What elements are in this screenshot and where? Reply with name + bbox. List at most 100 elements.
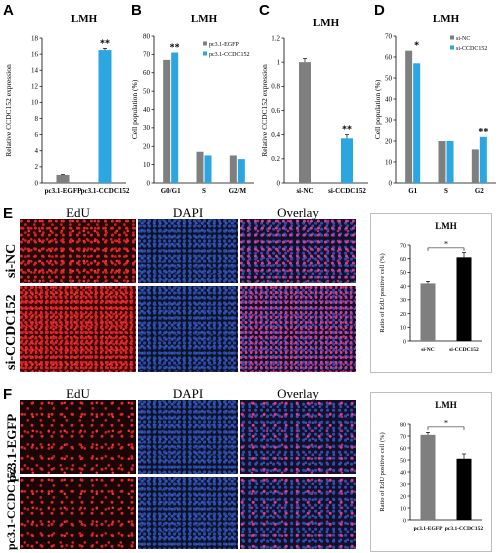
chart-c: LMH Relative CCDC152 expression 0 0.2 0.4 0.6… [260, 17, 368, 195]
micrograph-e-overlay-si-nc [240, 219, 356, 283]
chart-a-ytick-label-1: 2 [35, 163, 39, 171]
chart-e-significance-bracket [427, 247, 465, 251]
chart-b-ytick-label-8: 80 [143, 32, 151, 40]
micrograph-f-edu-pc3-1-egfp [20, 400, 136, 474]
chart-e-significance-label: * [444, 239, 448, 248]
micrograph-f-overlay-pc3-1-ccdc152 [240, 477, 356, 549]
chart-d-legend-swatch-1 [450, 45, 454, 50]
chart-a-bar-0-0 [56, 174, 70, 183]
chart-a-annotation-1: ** [100, 38, 110, 49]
micrograph-e-dapi-si-nc [138, 219, 238, 283]
chart-e-ytick-label-5: 50 [400, 271, 406, 277]
chart-a-xtick-label-1: pc3.1-CCDC152 [81, 187, 130, 195]
chart-b-title: LMH [191, 13, 218, 25]
chart-d-ytick-label-2: 20 [385, 137, 393, 145]
chart-a-ytick-label-9: 18 [31, 34, 39, 42]
chart-e-xtick-label-1: si-CCDC152 [449, 347, 479, 353]
chart-e-ytick-label-6: 60 [400, 257, 406, 263]
chart-e-bar-0-0 [420, 283, 436, 341]
chart-d-annotation-2: ** [478, 127, 488, 138]
chart-b-ytick-label-7: 70 [143, 51, 151, 59]
chart-b-legend-label-1: pc3.1-CCDC152 [209, 52, 250, 58]
chart-d-ytick-label-1: 10 [385, 158, 393, 166]
chart-c-ytick-label-6: 1.2 [271, 34, 280, 42]
chart-c-title: LMH [313, 17, 340, 29]
chart-d-bar-1-0 [438, 141, 446, 183]
chart-d-bar-0-0 [405, 50, 413, 184]
micrograph-e-dapi-si-ccdc152 [138, 286, 238, 372]
chart-e-ylabel: Ratio of EdU positive cell (%) [379, 253, 386, 332]
chart-c-ylabel: Relative CCDC152 expression [260, 64, 269, 157]
chart-f-xtick-label-0: pc3.1-EGFP [414, 526, 444, 532]
micrograph-f-dapi-pc3-1-ccdc152 [138, 477, 238, 549]
chart-a-ytick-label-8: 16 [31, 50, 39, 58]
panel-letter-d: D [374, 2, 385, 19]
chart-a-title: LMH [71, 13, 98, 25]
chart-a: LMH Relative CCDC152 expression 0 2 4 6 8 10 12 1… [4, 13, 130, 195]
chart-c-ytick-label-1: 0.2 [271, 155, 280, 163]
chart-b-bar-2-0 [229, 155, 237, 183]
column-label-edu: EdU [66, 205, 90, 220]
chart-b-legend-swatch-1 [203, 51, 207, 56]
chart-f-ylabel: Ratio of EdU positive cell (%) [379, 432, 386, 511]
micrograph-f-edu-pc3-1-ccdc152 [20, 477, 136, 549]
chart-c-xtick-label-0: si-NC [296, 187, 313, 195]
chart-d-ylabel: Cell population (%) [373, 79, 382, 139]
chart-b-legend-label-0: pc3.1-EGFP [209, 42, 239, 48]
chart-f-significance-bracket [427, 426, 465, 430]
chart-f: LMH Ratio of EdU positive cell (%) 0 10 20 30… [379, 400, 484, 532]
row-label-si-nc: si-NC [4, 243, 19, 278]
chart-d-xtick-label-1: S [444, 187, 448, 195]
panel-letter-f: F [3, 386, 13, 403]
micrograph-e-edu-si-nc [20, 219, 136, 283]
chart-d-xtick-label-2: G2 [475, 187, 484, 195]
chart-c-bar-1-0 [341, 138, 353, 183]
chart-e-xtick-label-0: si-NC [421, 347, 434, 353]
chart-b-xtick-label-1: S [202, 187, 206, 195]
micrograph-e-edu-si-ccdc152 [20, 286, 136, 372]
chart-d-ytick-label-5: 50 [385, 74, 393, 82]
chart-b-ytick-label-4: 40 [143, 106, 151, 114]
chart-b-ytick-label-0: 0 [147, 179, 151, 187]
chart-a-bar-1-0 [98, 50, 112, 184]
chart-e-ytick-label-3: 30 [400, 298, 406, 304]
chart-d-legend-swatch-0 [450, 35, 454, 40]
chart-b-bar-1-0 [196, 151, 204, 183]
chart-e-ytick-label-7: 70 [400, 243, 406, 249]
chart-f-bar-1-0 [456, 458, 472, 520]
chart-a-ytick-label-3: 6 [35, 131, 39, 139]
panel-letter-a: A [3, 2, 14, 19]
row-label-si-ccdc152: si-CCDC152 [4, 294, 19, 370]
chart-b-ytick-label-1: 10 [143, 161, 151, 169]
chart-f-ytick-label-2: 20 [400, 494, 406, 500]
chart-a-ylabel: Relative CCDC152 expression [4, 64, 13, 157]
chart-e-ytick-label-0: 0 [403, 339, 406, 345]
chart-d-title: LMH [433, 13, 460, 25]
chart-b-bar-0-0 [163, 59, 171, 184]
chart-e: LMH Ratio of EdU positive cell (%) 0 10 20 30… [379, 221, 482, 353]
chart-c-ytick-label-0: 0 [277, 179, 281, 187]
chart-b-bar-0-1 [171, 52, 179, 183]
chart-b: LMH Cell population (%) 0 10 20 30 40 50 60 70 80 *… [130, 13, 254, 195]
chart-d-ytick-label-3: 30 [385, 116, 393, 124]
chart-d-legend-label-1: si-CCDC152 [456, 46, 487, 52]
chart-d-bar-2-1 [479, 136, 487, 183]
chart-f-bar-0-0 [420, 434, 436, 520]
panel-letter-b: B [131, 2, 142, 19]
chart-f-ytick-label-8: 80 [400, 422, 406, 428]
chart-c-ytick-label-5: 1 [277, 58, 281, 66]
panel-letter-c: C [259, 2, 270, 19]
chart-a-ytick-label-4: 8 [35, 115, 39, 123]
chart-f-ytick-label-1: 10 [400, 506, 406, 512]
chart-d-ytick-label-6: 60 [385, 53, 393, 61]
chart-a-ytick-label-0: 0 [35, 179, 39, 187]
chart-a-ytick-label-6: 12 [31, 83, 39, 91]
chart-f-xtick-label-1: pc3.1-CCDC152 [445, 526, 484, 532]
micrograph-e-overlay-si-ccdc152 [240, 286, 356, 372]
chart-e-ytick-label-1: 10 [400, 326, 406, 332]
chart-d-xtick-label-0: G1 [408, 187, 417, 195]
chart-d-ytick-label-0: 0 [389, 179, 393, 187]
panel-letter-e: E [3, 205, 14, 222]
chart-d-ytick-label-7: 70 [385, 32, 393, 40]
chart-f-ytick-label-6: 60 [400, 446, 406, 452]
